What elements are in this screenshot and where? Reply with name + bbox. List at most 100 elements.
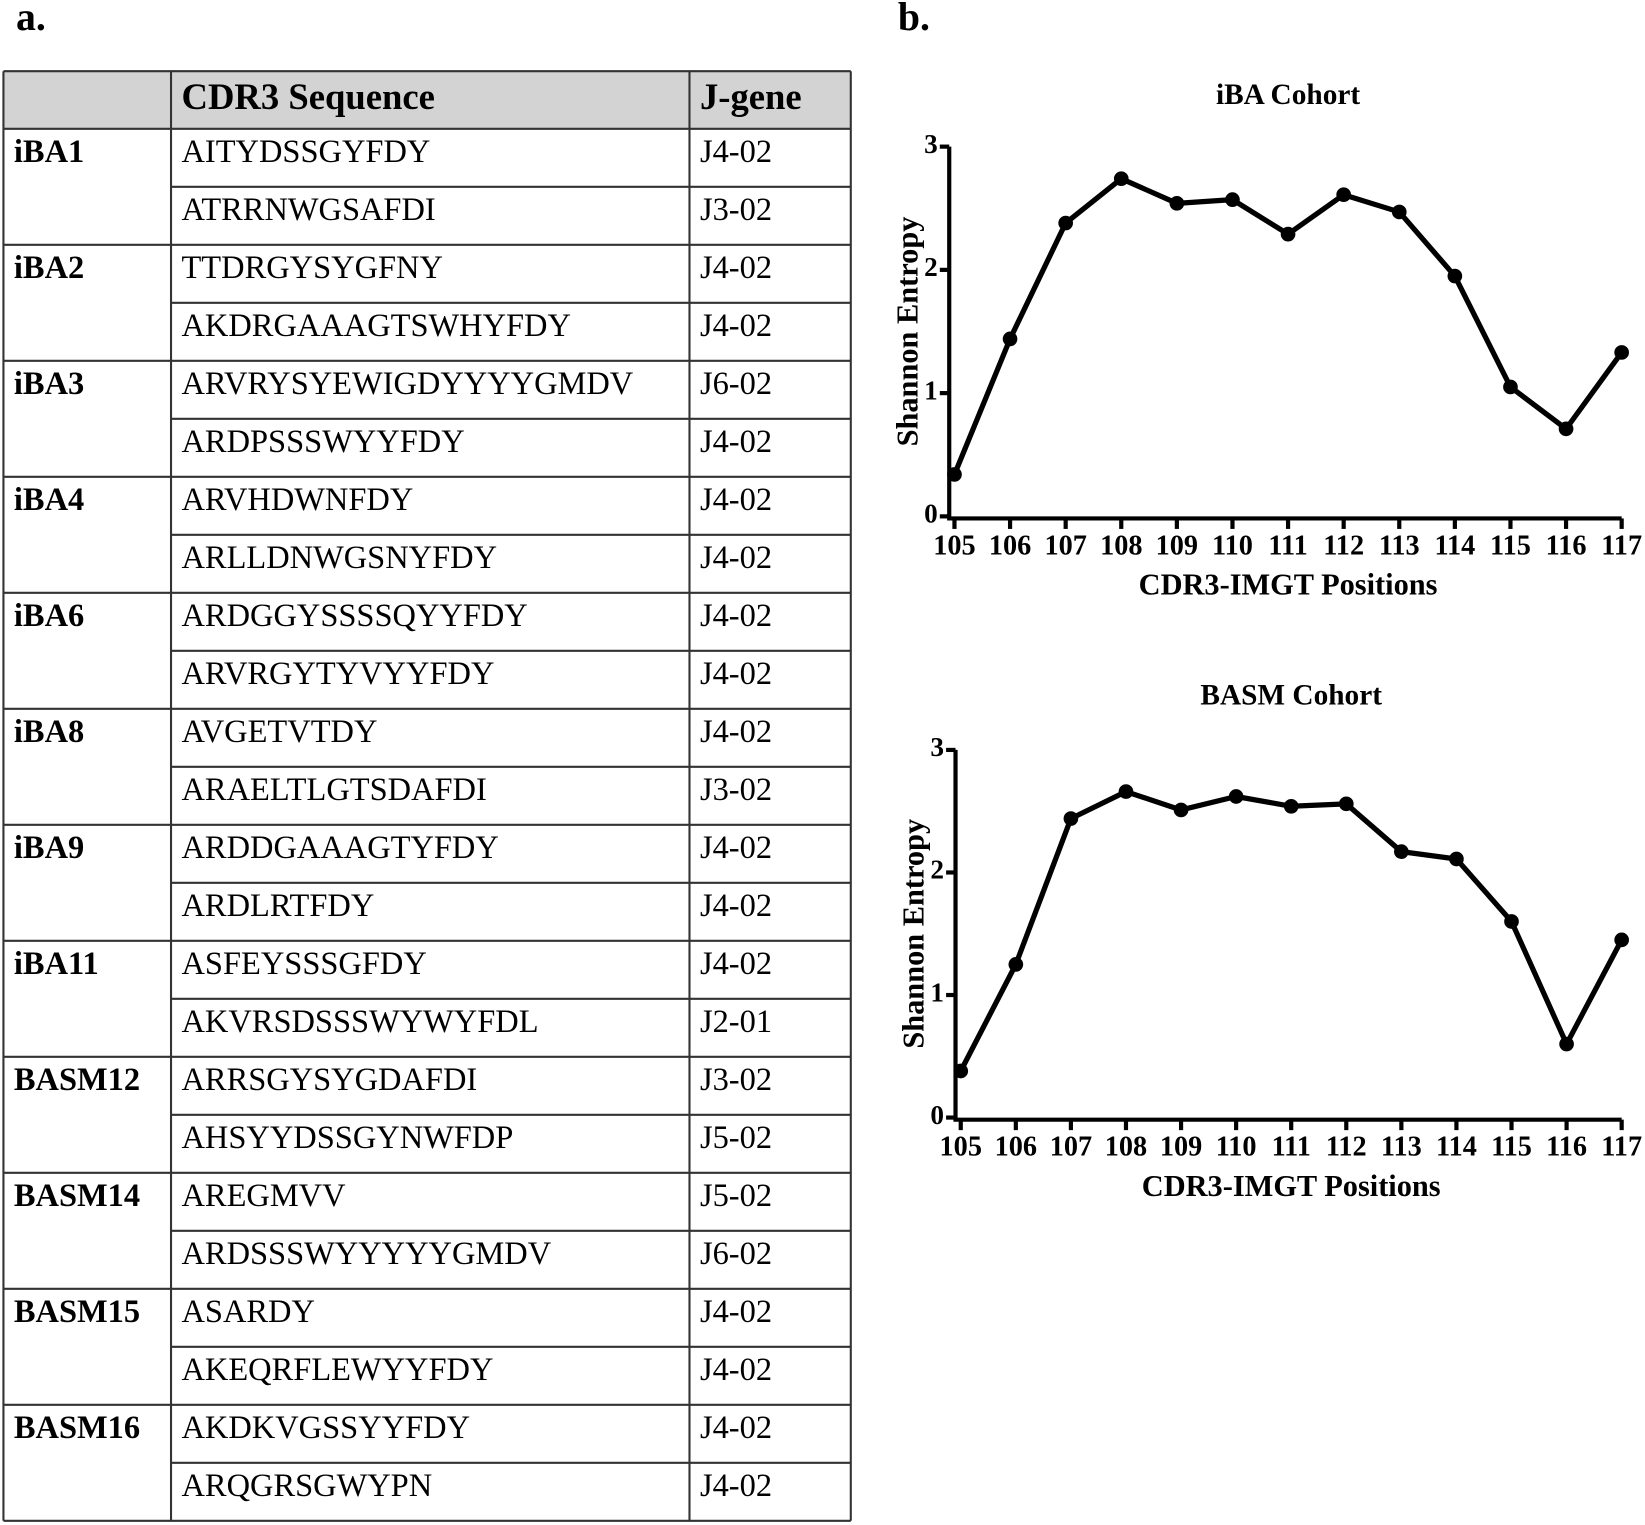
sample-label: iBA1: [14, 134, 84, 170]
point: [1338, 796, 1354, 812]
cdr3-sequence: AKEQRFLEWYYFDY: [181, 1352, 493, 1388]
x-tick-label: 114: [1436, 1131, 1477, 1162]
point: [1228, 789, 1244, 804]
x-tick-label: 109: [1160, 1131, 1202, 1162]
y-tick-label: 3: [930, 732, 944, 762]
cdr3-sequence: ARDLRTFDY: [181, 888, 374, 924]
point: [1503, 379, 1518, 395]
cdr3-sequence: ATRRNWGSAFDI: [181, 192, 435, 228]
cdr3-sequence: ASFEYSSSGFDY: [181, 946, 426, 982]
x-tick-label: 110: [1212, 530, 1253, 561]
line: [952, 176, 1624, 476]
x-tick-label: 107: [1050, 1131, 1092, 1162]
j-gene: J4-02: [700, 308, 772, 344]
sample-label: BASM14: [14, 1178, 140, 1214]
cdr3-sequence: ARQGRSGWYPN: [181, 1468, 432, 1504]
j-gene: J4-02: [700, 1352, 772, 1388]
chart-title: BASM Cohort: [1200, 679, 1382, 711]
x-tick-label: 113: [1379, 530, 1420, 561]
j-gene: J4-02: [700, 656, 772, 692]
point: [1225, 192, 1240, 207]
j-gene: J4-02: [700, 1410, 772, 1446]
j-gene: J4-02: [700, 540, 772, 576]
point: [1391, 204, 1407, 220]
point: [1169, 195, 1185, 211]
j-gene: J4-02: [700, 134, 772, 170]
x-tick-label: 114: [1434, 530, 1475, 561]
cdr3-sequence: ARDPSSSWYYFDY: [181, 424, 464, 460]
cdr3-sequence: AKDKVGSSYYFDY: [181, 1410, 470, 1446]
j-gene: J4-02: [700, 946, 772, 982]
x-axis-label: CDR3-IMGT Positions: [1139, 568, 1438, 602]
y-tick-label: 1: [924, 375, 938, 405]
point: [953, 1063, 969, 1079]
y-axis-label: Shannon Entropy: [897, 819, 931, 1049]
cdr3-sequence: AHSYYDSSGYNWFDP: [181, 1120, 513, 1156]
point: [1559, 1036, 1574, 1052]
x-tick-label: 111: [1272, 1131, 1311, 1162]
sample-label: BASM15: [14, 1294, 140, 1330]
y-tick-label: 0: [924, 499, 938, 529]
table-header: CDR3 Sequence: [181, 76, 434, 117]
point: [1614, 932, 1629, 948]
x-tick-label: 107: [1044, 530, 1086, 561]
y-axis-label: Shannon Entropy: [890, 217, 924, 447]
j-gene: J3-02: [700, 1062, 772, 1098]
y-tick-label: 3: [924, 129, 938, 159]
j-gene: J4-02: [700, 1294, 772, 1330]
sample-label: iBA8: [14, 714, 84, 750]
cdr3-sequence: ASARDY: [181, 1294, 314, 1330]
j-gene: J5-02: [700, 1178, 772, 1214]
cdr3-sequence: ARLLDNWGSNYFDY: [181, 540, 497, 576]
x-tick-label: 113: [1381, 1131, 1422, 1162]
cdr3-sequence: AREGMVV: [181, 1178, 346, 1214]
point: [1173, 802, 1189, 818]
point: [1008, 957, 1024, 972]
panel-label: a.: [16, 0, 46, 39]
cdr3-sequence: AKDRGAAAGTSWHYFDY: [181, 308, 570, 344]
x-tick-label: 105: [940, 1131, 982, 1162]
cdr3-sequence: ARVHDWNFDY: [181, 482, 413, 518]
j-gene: J4-02: [700, 482, 772, 518]
sample-label: iBA11: [14, 946, 99, 982]
cdr3-sequence: AITYDSSGYFDY: [181, 134, 430, 170]
x-tick-label: 111: [1268, 530, 1307, 561]
y-tick-label: 2: [930, 855, 944, 885]
table-header-bg: [3, 71, 851, 129]
cdr3-sequence: AVGETVTDY: [181, 714, 377, 750]
point: [1394, 844, 1409, 859]
x-tick-label: 108: [1100, 530, 1142, 561]
point: [1280, 226, 1296, 242]
sample-label: iBA3: [14, 366, 84, 402]
j-gene: J4-02: [700, 424, 772, 460]
j-gene: J6-02: [700, 1236, 772, 1272]
point: [1002, 331, 1018, 347]
x-tick-label: 116: [1546, 530, 1587, 561]
point: [1063, 811, 1079, 826]
x-tick-label: 116: [1546, 1131, 1587, 1162]
sample-label: iBA9: [14, 830, 84, 866]
j-gene: J3-02: [700, 772, 772, 808]
x-tick-label: 105: [933, 530, 975, 561]
point: [1558, 421, 1574, 437]
cdr3-sequence: ARDGGYSSSSQYYFDY: [181, 598, 527, 634]
point: [947, 467, 962, 482]
point: [1504, 914, 1519, 929]
cdr3-sequence: AKVRSDSSSWYWYFDL: [181, 1004, 538, 1040]
sample-label: iBA2: [14, 250, 84, 286]
j-gene: J4-02: [700, 714, 772, 750]
x-tick-label: 109: [1156, 530, 1198, 561]
sample-label: iBA4: [14, 482, 84, 518]
cdr3-sequence: ARAELTLGTSDAFDI: [181, 772, 486, 808]
point: [1118, 784, 1134, 799]
x-tick-label: 117: [1601, 1131, 1642, 1162]
x-tick-label: 110: [1216, 1131, 1257, 1162]
j-gene: J4-02: [700, 830, 772, 866]
chart-title: iBA Cohort: [1216, 79, 1360, 111]
sample-label: BASM16: [14, 1410, 140, 1446]
j-gene: J4-02: [700, 888, 772, 924]
sample-label: iBA6: [14, 598, 84, 634]
point: [1447, 268, 1463, 284]
j-gene: J4-02: [700, 250, 772, 286]
j-gene: J4-02: [700, 598, 772, 634]
